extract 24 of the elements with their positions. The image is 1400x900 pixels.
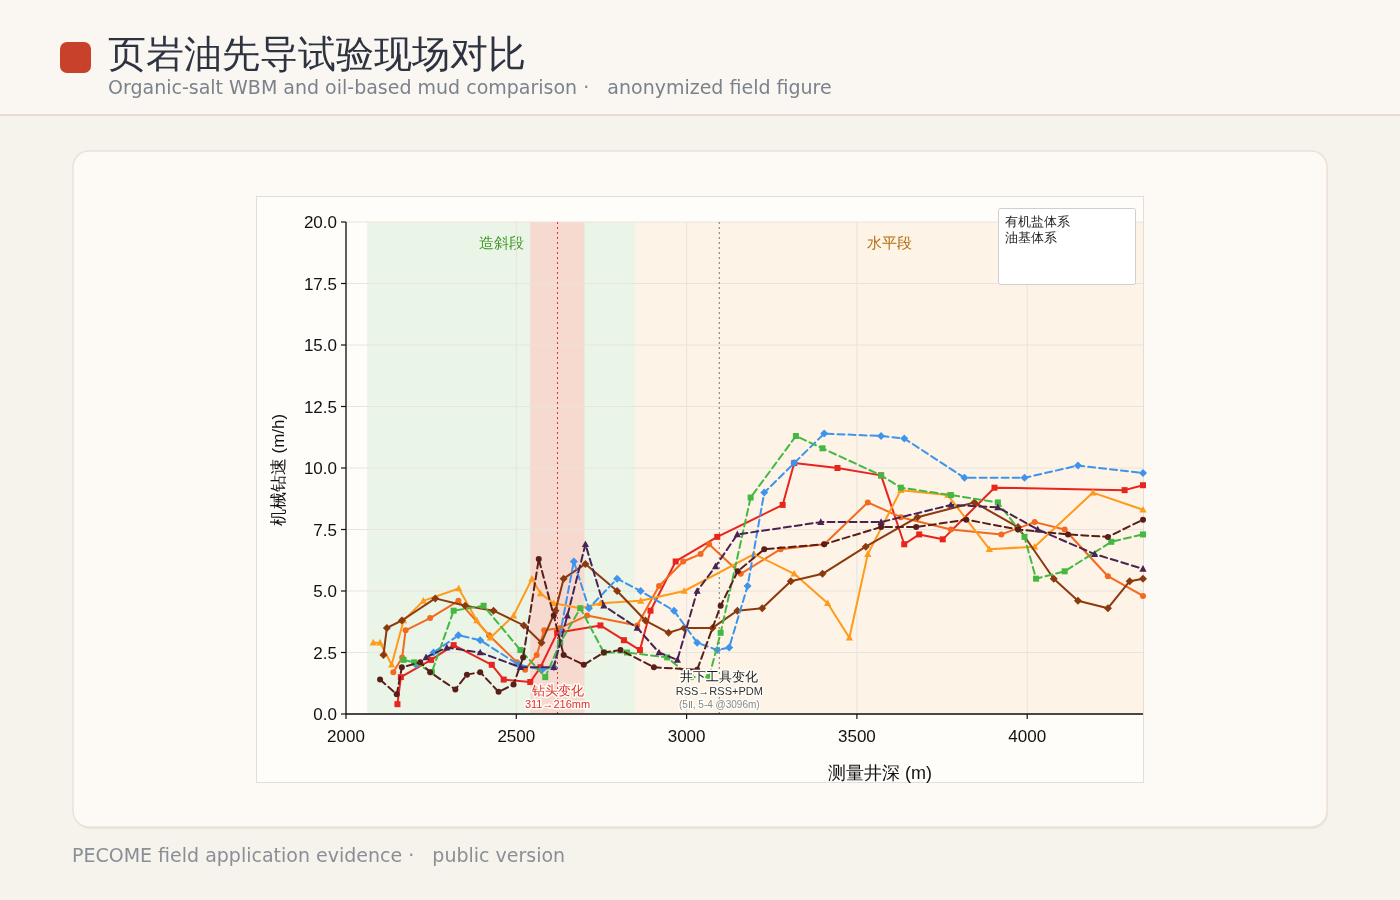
band-label: 造斜段	[478, 234, 524, 251]
subtitle: Organic-salt WBM and oil-based mud comparison · anonymized field figure	[108, 76, 832, 98]
band-label: 水平段	[866, 234, 912, 251]
y-tick-label: 10.0	[303, 459, 337, 478]
x-tick-label: 2000	[327, 727, 365, 746]
x-tick-label: 4000	[1008, 727, 1047, 746]
ylabel: 机械钻速 (m/h)	[269, 413, 288, 527]
y-tick-label: 5.0	[313, 582, 337, 601]
x-tick-label: 2500	[497, 727, 536, 746]
y-tick-label: 20.0	[303, 213, 337, 232]
y-tick-label: 12.5	[303, 397, 337, 417]
y-tick-label: 2.5	[313, 643, 337, 663]
note-box: 有机盐体系 油基体系	[998, 208, 1136, 285]
title: 页岩油先导试验现场对比	[108, 33, 526, 75]
annotation: 油基体系	[1005, 230, 1057, 245]
y-tick-label: 15.0	[303, 336, 337, 355]
y-tick-label: 0.0	[313, 705, 337, 724]
footer-note: PECOME field application evidence · public version	[72, 844, 566, 866]
annotation: 有机盐体系	[1005, 214, 1070, 229]
x-tick-label: 3000	[667, 727, 706, 746]
y-tick-label: 17.5	[303, 274, 337, 294]
y-tick-label: 7.5	[313, 520, 337, 540]
x-tick-label: 3500	[837, 727, 876, 746]
xlabel: 测量井深 (m)	[828, 763, 932, 783]
